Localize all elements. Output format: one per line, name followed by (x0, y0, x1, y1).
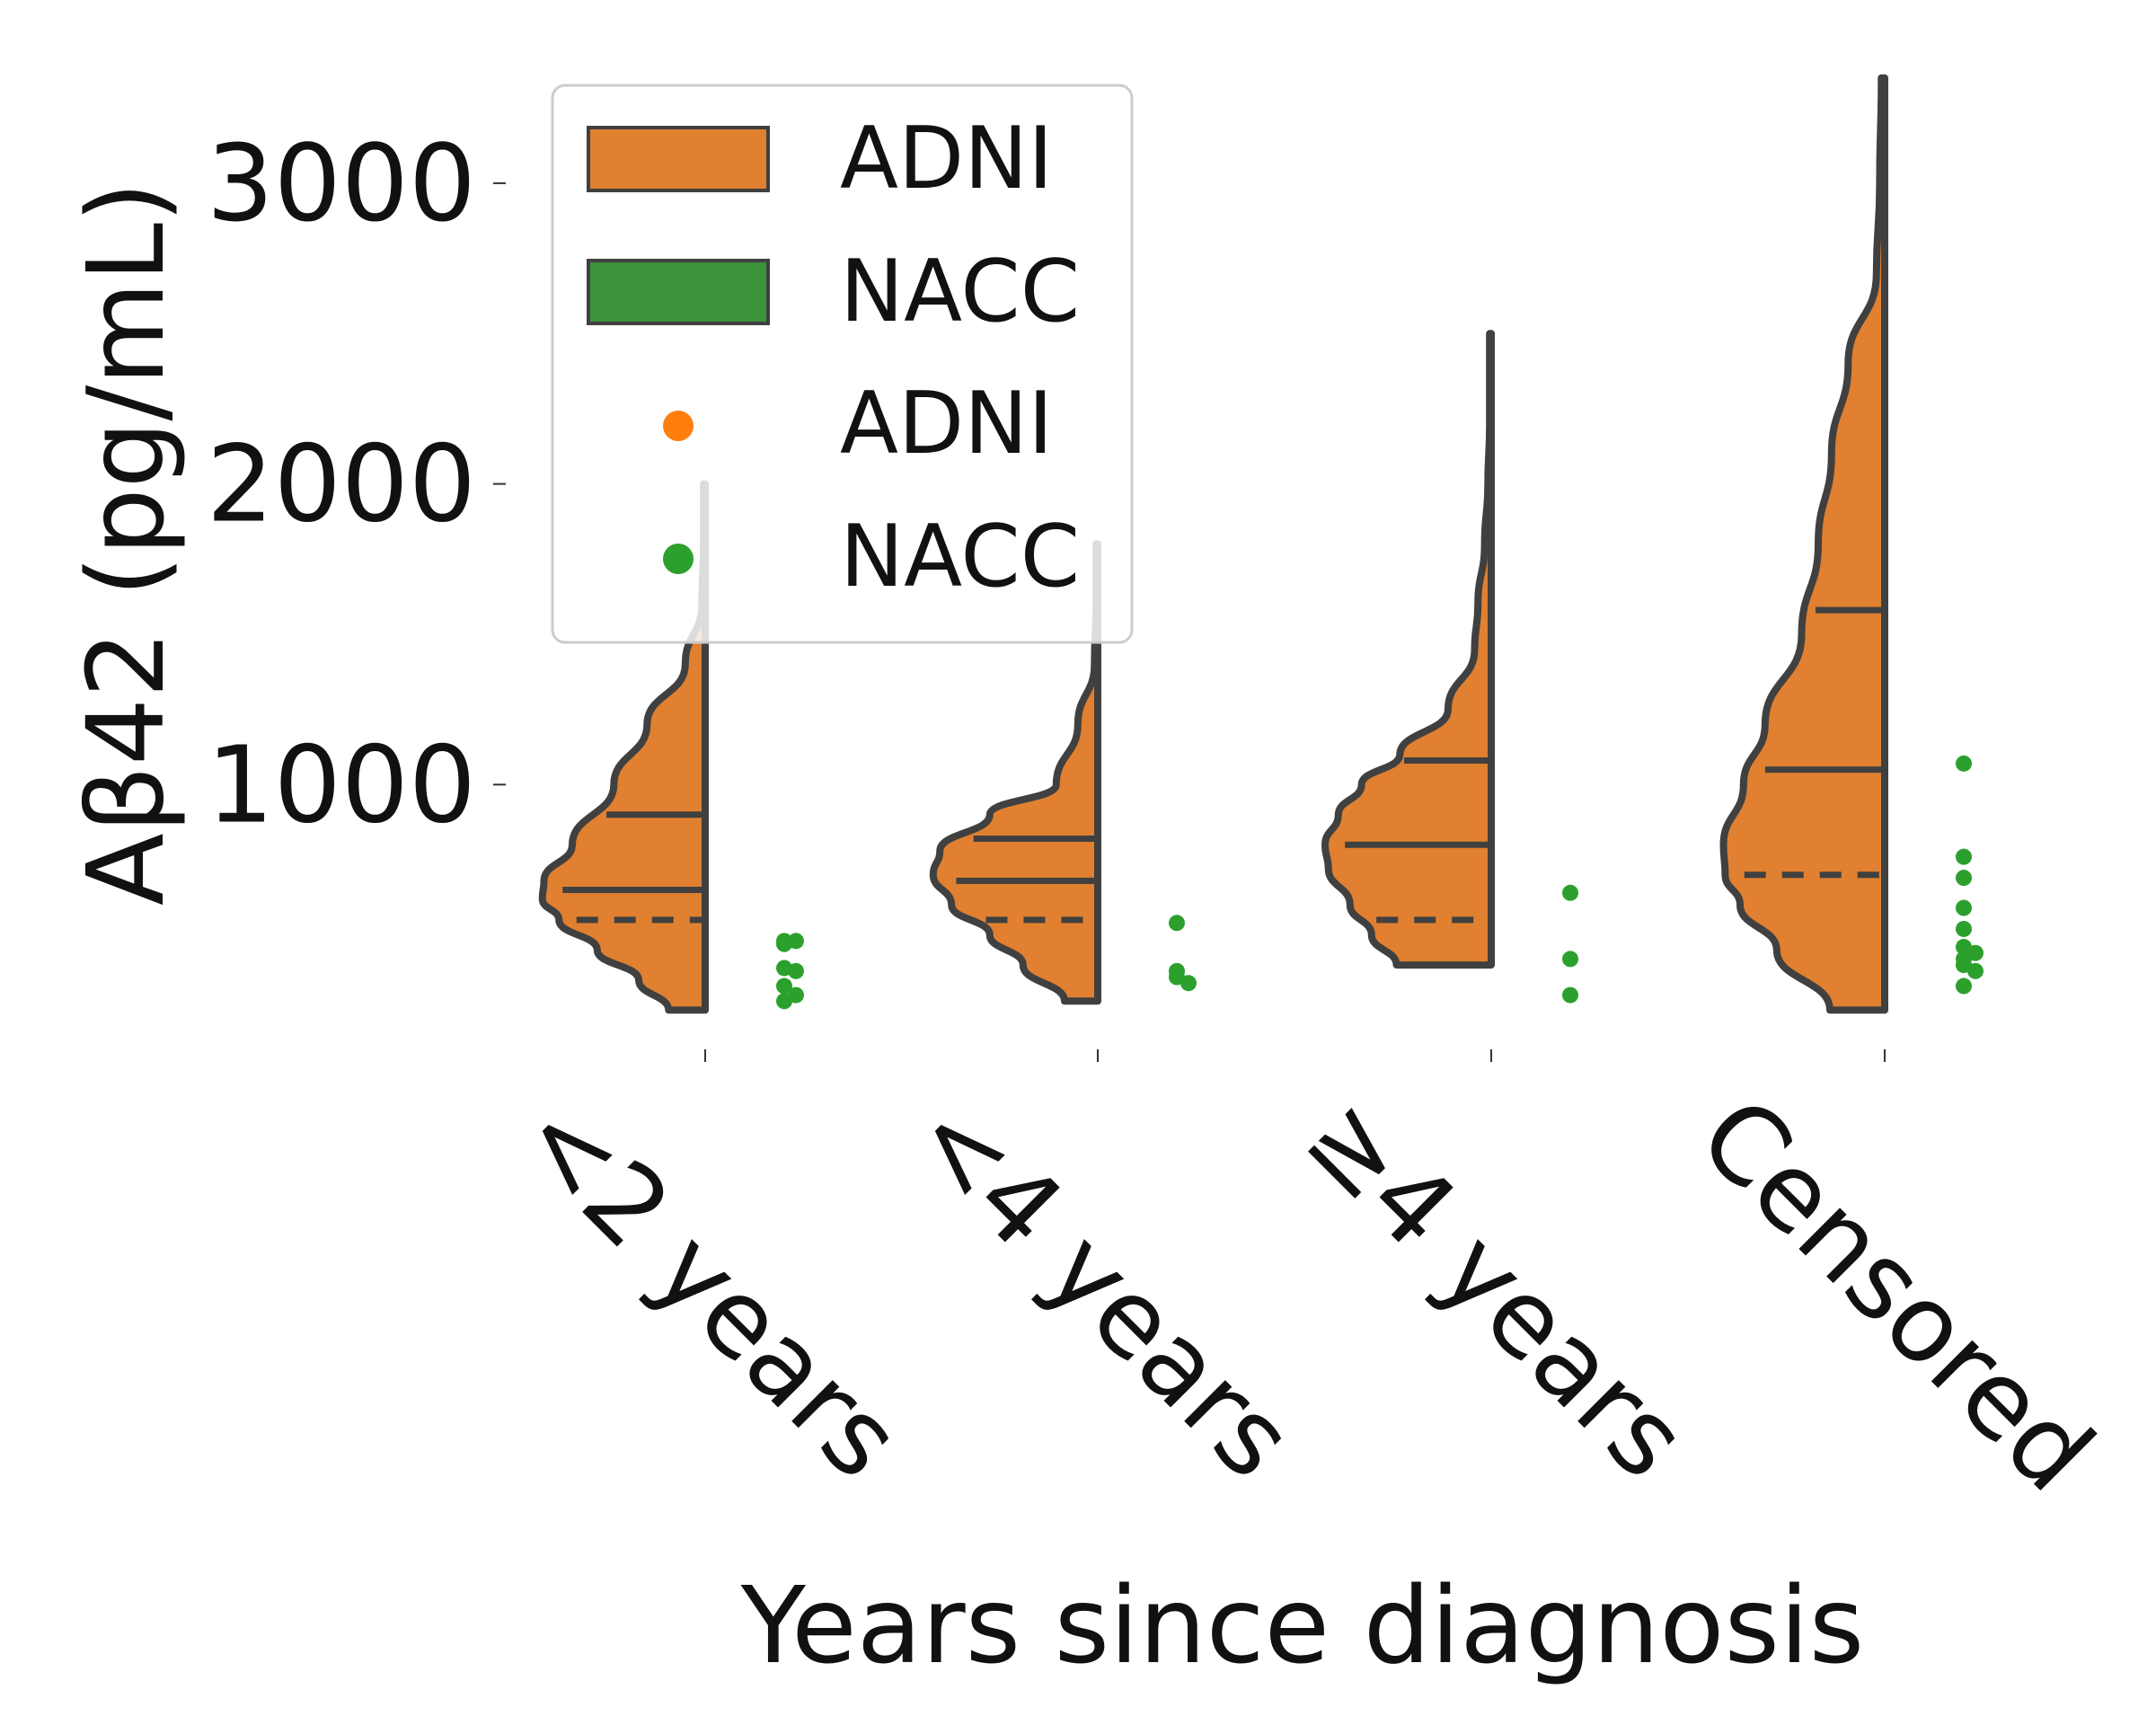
nacc-point (1956, 848, 1972, 865)
legend-frame (551, 84, 1134, 644)
nacc-point (1562, 986, 1578, 1004)
nacc-point (1956, 870, 1972, 887)
nacc-point (776, 978, 792, 995)
legend: ADNI NACC ADNI NACC (551, 84, 1134, 644)
legend-label: NACC (840, 508, 1080, 606)
nacc-point (1956, 978, 1972, 995)
nacc-point (776, 935, 792, 952)
violin-body (1719, 74, 1888, 1014)
x-tick-label: <2 years (496, 1074, 924, 1502)
scatter-points (776, 755, 1984, 1010)
legend-label: NACC (840, 243, 1080, 341)
violins (538, 74, 1888, 1014)
legend-point-marker (663, 411, 694, 441)
nacc-point (1956, 899, 1972, 916)
y-tick-label: 3000 (207, 121, 476, 245)
legend-label: ADNI (840, 375, 1053, 473)
nacc-point (1169, 915, 1185, 932)
y-axis-label: Aβ42 (pg/mL) (64, 181, 188, 906)
x-tick-label: Censored (1675, 1074, 2116, 1515)
nacc-point (776, 993, 792, 1010)
nacc-point (1956, 755, 1972, 772)
nacc-point (1967, 962, 1984, 979)
nacc-point (1562, 884, 1578, 901)
violin-body (929, 540, 1101, 1005)
nacc-point (788, 962, 804, 979)
x-tick-label: <4 years (888, 1074, 1317, 1502)
violin-body (1321, 330, 1495, 969)
legend-point-marker (663, 544, 694, 574)
legend-violin-swatch (587, 126, 770, 192)
legend-violin-swatch (587, 259, 770, 325)
legend-label: ADNI (840, 110, 1053, 208)
nacc-point (1562, 951, 1578, 968)
x-axis-label: Years since diagnosis (740, 1563, 1864, 1687)
y-tick-label: 2000 (207, 422, 476, 546)
y-axis: 1000 2000 3000 (207, 121, 506, 846)
nacc-point (1180, 975, 1197, 992)
nacc-point (1956, 920, 1972, 937)
x-tick-label: ≥4 years (1282, 1074, 1710, 1502)
y-tick-label: 1000 (207, 722, 476, 846)
